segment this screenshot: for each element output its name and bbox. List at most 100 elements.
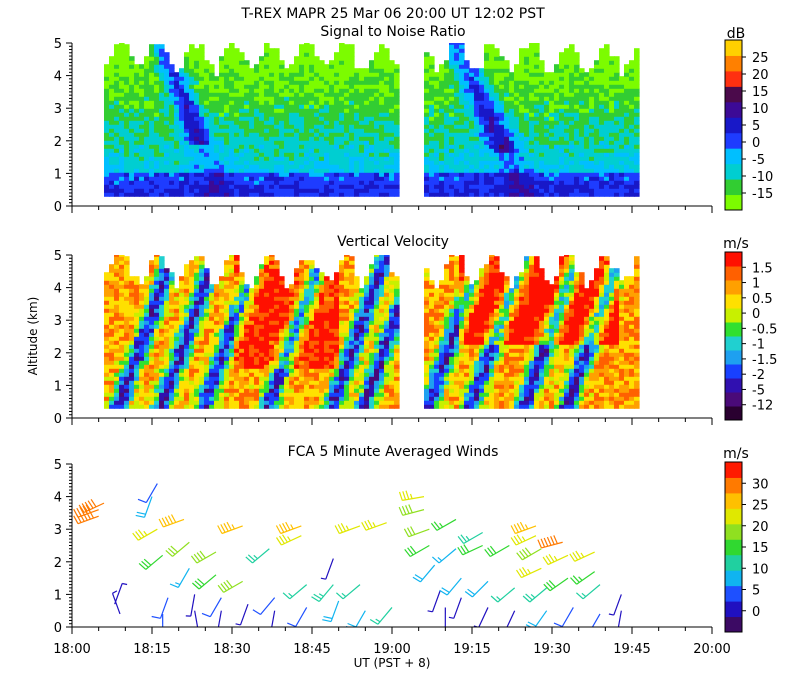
heatmap-cell [604, 60, 610, 65]
heatmap-cell [489, 52, 495, 57]
heatmap-cell [134, 304, 140, 309]
heatmap-cell [264, 400, 270, 405]
heatmap-cell [159, 296, 165, 301]
heatmap-cell [229, 308, 235, 313]
heatmap-cell [529, 120, 535, 125]
heatmap-cell [184, 388, 190, 393]
heatmap-cell [224, 400, 230, 405]
heatmap-cell [269, 172, 275, 177]
heatmap-cell [159, 88, 165, 93]
heatmap-cell [124, 368, 130, 373]
heatmap-cell [124, 400, 130, 405]
heatmap-cell [209, 352, 215, 357]
heatmap-cell [109, 116, 115, 121]
heatmap-cell [174, 96, 180, 101]
heatmap-cell [149, 148, 155, 153]
heatmap-cell [374, 64, 380, 69]
heatmap-cell [344, 68, 350, 73]
heatmap-cell [114, 56, 120, 61]
heatmap-cell [109, 160, 115, 165]
heatmap-cell [189, 192, 195, 197]
heatmap-cell [579, 140, 585, 145]
heatmap-cell [634, 192, 640, 197]
heatmap-cell [584, 112, 590, 117]
heatmap-cell [434, 116, 440, 121]
heatmap-cell [349, 48, 355, 53]
heatmap-cell [214, 292, 220, 297]
heatmap-cell [149, 336, 155, 341]
heatmap-cell [284, 112, 290, 117]
heatmap-cell [124, 388, 130, 393]
heatmap-cell [329, 180, 335, 185]
heatmap-cell [259, 132, 265, 137]
heatmap-cell [249, 288, 255, 293]
heatmap-cell [164, 104, 170, 109]
heatmap-cell [159, 292, 165, 297]
heatmap-cell [254, 380, 260, 385]
heatmap-cell [609, 80, 615, 85]
heatmap-cell [129, 168, 135, 173]
heatmap-cell [604, 100, 610, 105]
heatmap-cell [109, 84, 115, 89]
heatmap-cell [629, 128, 635, 133]
heatmap-cell [259, 184, 265, 189]
heatmap-cell [514, 84, 520, 89]
heatmap-cell [364, 180, 370, 185]
heatmap-cell [139, 88, 145, 93]
heatmap-cell [379, 104, 385, 109]
heatmap-cell [284, 312, 290, 317]
heatmap-cell [619, 76, 625, 81]
heatmap-cell [319, 164, 325, 169]
heatmap-cell [259, 164, 265, 169]
heatmap-cell [294, 168, 300, 173]
heatmap-cell [234, 312, 240, 317]
heatmap-cell [584, 176, 590, 181]
heatmap-cell [199, 104, 205, 109]
heatmap-cell [104, 288, 110, 293]
heatmap-cell [329, 80, 335, 85]
heatmap-cell [609, 76, 615, 81]
heatmap-cell [519, 64, 525, 69]
heatmap-cell [239, 292, 245, 297]
heatmap-cell [104, 308, 110, 313]
heatmap-cell [249, 404, 255, 409]
heatmap-cell [134, 112, 140, 117]
heatmap-cell [574, 136, 580, 141]
heatmap-cell [249, 144, 255, 149]
heatmap-cell [194, 376, 200, 381]
heatmap-cell [594, 128, 600, 133]
heatmap-cell [564, 136, 570, 141]
heatmap-cell [114, 96, 120, 101]
heatmap-cell [284, 360, 290, 365]
heatmap-cell [504, 108, 510, 113]
heatmap-cell [519, 124, 525, 129]
heatmap-cell [104, 112, 110, 117]
heatmap-cell [489, 116, 495, 121]
heatmap-cell [564, 180, 570, 185]
heatmap-cell [174, 300, 180, 305]
heatmap-cell [139, 348, 145, 353]
heatmap-cell [249, 168, 255, 173]
heatmap-cell [184, 168, 190, 173]
heatmap-cell [574, 192, 580, 197]
heatmap-cell [579, 124, 585, 129]
heatmap-cell [249, 372, 255, 377]
heatmap-cell [309, 88, 315, 93]
heatmap-cell [294, 80, 300, 85]
heatmap-cell [144, 280, 150, 285]
heatmap-cell [179, 388, 185, 393]
heatmap-cell [314, 56, 320, 61]
heatmap-cell [529, 92, 535, 97]
heatmap-cell [604, 112, 610, 117]
heatmap-cell [104, 300, 110, 305]
heatmap-cell [244, 72, 250, 77]
heatmap-cell [184, 352, 190, 357]
heatmap-cell [299, 180, 305, 185]
heatmap-cell [384, 152, 390, 157]
heatmap-cell [379, 76, 385, 81]
heatmap-cell [219, 180, 225, 185]
heatmap-cell [454, 43, 460, 45]
heatmap-cell [129, 56, 135, 61]
heatmap-cell [394, 192, 400, 197]
heatmap-cell [249, 384, 255, 389]
